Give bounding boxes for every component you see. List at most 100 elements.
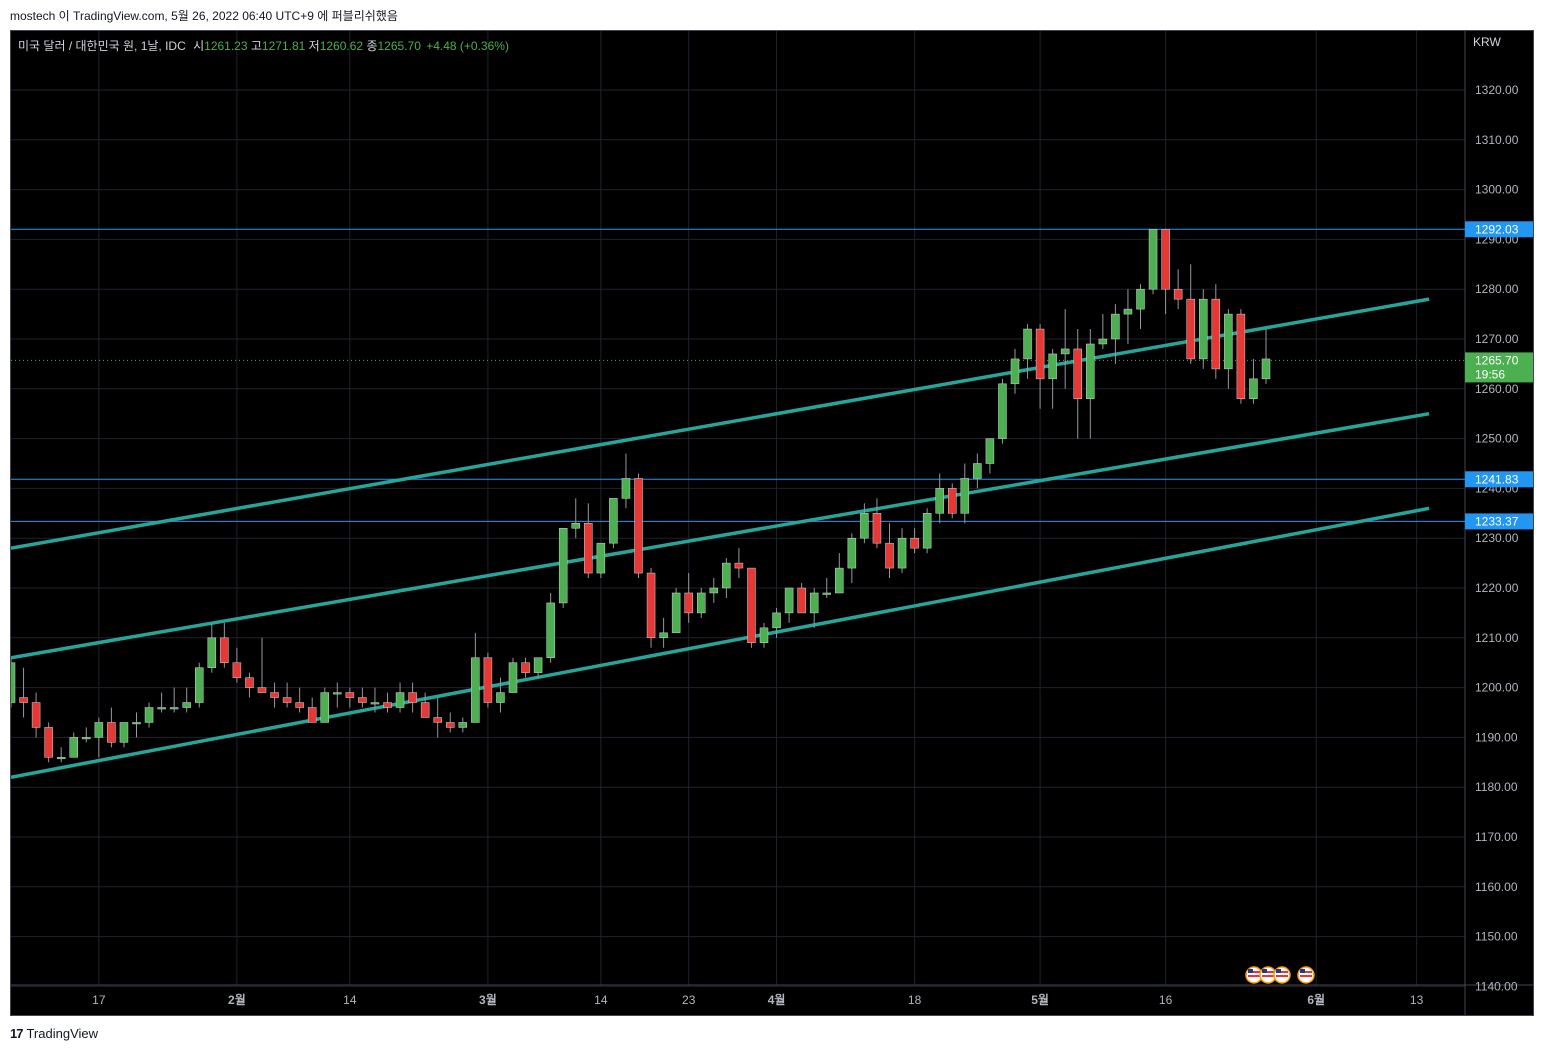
candle-body: [646, 572, 656, 639]
candle-body: [94, 722, 104, 738]
low-value: 1260.62: [319, 39, 364, 53]
candle: [320, 687, 329, 723]
candle-body: [609, 498, 618, 544]
candle-body: [1249, 378, 1258, 400]
price-tick-label: 1270.00: [1475, 332, 1519, 346]
candle-body: [119, 722, 129, 743]
chart-frame[interactable]: 1320.00 1310.00 1300.00 1290.00 1280.00 1270.…: [10, 30, 1534, 1016]
event-flags: [1245, 966, 1315, 984]
candle: [1224, 309, 1233, 389]
candle-body: [784, 587, 794, 614]
candle-body: [659, 632, 668, 639]
candle-body: [1098, 338, 1108, 345]
candle-body: [433, 717, 442, 723]
candle-body: [1023, 328, 1032, 360]
candle-body: [282, 697, 292, 703]
time-tick-label: 6월: [1307, 992, 1325, 1007]
candle: [119, 722, 129, 748]
candle-body: [1211, 298, 1221, 370]
candle-body: [320, 692, 329, 723]
candles: [11, 229, 1271, 763]
candle-body: [772, 612, 781, 629]
candle-body: [985, 438, 995, 464]
candle: [1023, 324, 1032, 379]
candle: [1173, 269, 1183, 310]
time-tick-label: 5월: [1031, 992, 1049, 1007]
high-label: 고: [250, 39, 262, 53]
candle: [395, 682, 405, 713]
candle: [195, 662, 204, 708]
candle: [1148, 229, 1158, 295]
candle-body: [533, 657, 543, 673]
price-tick-label: 1220.00: [1475, 581, 1519, 595]
candle-body: [797, 587, 806, 614]
candle-body: [44, 727, 53, 758]
candle-body: [1048, 353, 1057, 380]
candle-body: [596, 542, 606, 574]
flag-canton: [1300, 969, 1305, 973]
candle-body: [935, 488, 944, 514]
candle-body: [922, 513, 932, 549]
grid: [11, 31, 1465, 987]
candlestick-chart[interactable]: 1320.001310.001300.001290.001280.001270.…: [11, 31, 1533, 1015]
us-flag-event-icon[interactable]: [1273, 966, 1291, 984]
price-line-label: 1292.03: [1475, 222, 1519, 236]
candle: [872, 498, 882, 549]
time-axis[interactable]: 17 2월 14 3월 14 23 4월 18 5월 16 6월 13: [92, 992, 1423, 1007]
candle-body: [144, 707, 154, 723]
candle-body: [1199, 298, 1208, 360]
candle-body: [458, 722, 468, 728]
price-tick-label: 1210.00: [1475, 631, 1519, 645]
candle-body: [169, 707, 179, 710]
price-line-label: 1241.83: [1475, 472, 1519, 486]
candle: [998, 378, 1007, 444]
us-flag-event-icon[interactable]: [1297, 966, 1315, 984]
candle: [835, 553, 844, 594]
candle-body: [232, 662, 242, 678]
candle-body: [872, 513, 882, 544]
price-line-badge: [1465, 221, 1533, 238]
brand-name: TradingView: [26, 1026, 99, 1041]
candle-body: [11, 662, 16, 703]
candle: [1211, 284, 1221, 379]
candle-body: [671, 592, 681, 634]
candle-body: [1186, 298, 1195, 360]
candle-body: [684, 592, 693, 614]
price-tick-label: 1320.00: [1475, 83, 1519, 97]
price-line-badge: [1465, 513, 1533, 530]
price-tick-label: 1140.00: [1475, 979, 1518, 993]
candle: [295, 687, 304, 713]
candle: [383, 692, 392, 713]
candle: [471, 632, 480, 723]
candle-body: [56, 757, 66, 760]
candle-body: [1261, 358, 1271, 380]
candle-body: [835, 567, 844, 594]
candle: [584, 503, 593, 579]
candle: [759, 622, 769, 648]
candle: [56, 747, 66, 763]
candle: [1098, 314, 1108, 349]
candle: [1161, 229, 1170, 315]
candle-body: [558, 527, 568, 604]
candle: [1111, 304, 1120, 364]
candle-body: [584, 523, 593, 574]
change-value: +4.48 (+0.36%): [426, 39, 509, 53]
time-tick-label: 17: [92, 993, 106, 1007]
channel-line: [11, 506, 1430, 779]
candle-body: [897, 537, 907, 569]
candle-body: [709, 587, 719, 594]
candle: [69, 732, 78, 758]
candle-body: [220, 637, 229, 663]
candle-body: [1010, 358, 1020, 385]
candle-body: [107, 722, 116, 743]
time-tick-label: 2월: [228, 992, 246, 1007]
candle-body: [847, 537, 857, 569]
candle: [948, 483, 957, 519]
candle-body: [333, 692, 342, 695]
price-tick-label: 1250.00: [1475, 432, 1519, 446]
flag-stripe: [1262, 975, 1274, 977]
candle: [684, 573, 693, 623]
candle: [82, 727, 91, 743]
price-axis[interactable]: 1320.001310.001300.001290.001280.001270.…: [1475, 83, 1519, 993]
candle: [1073, 329, 1082, 439]
